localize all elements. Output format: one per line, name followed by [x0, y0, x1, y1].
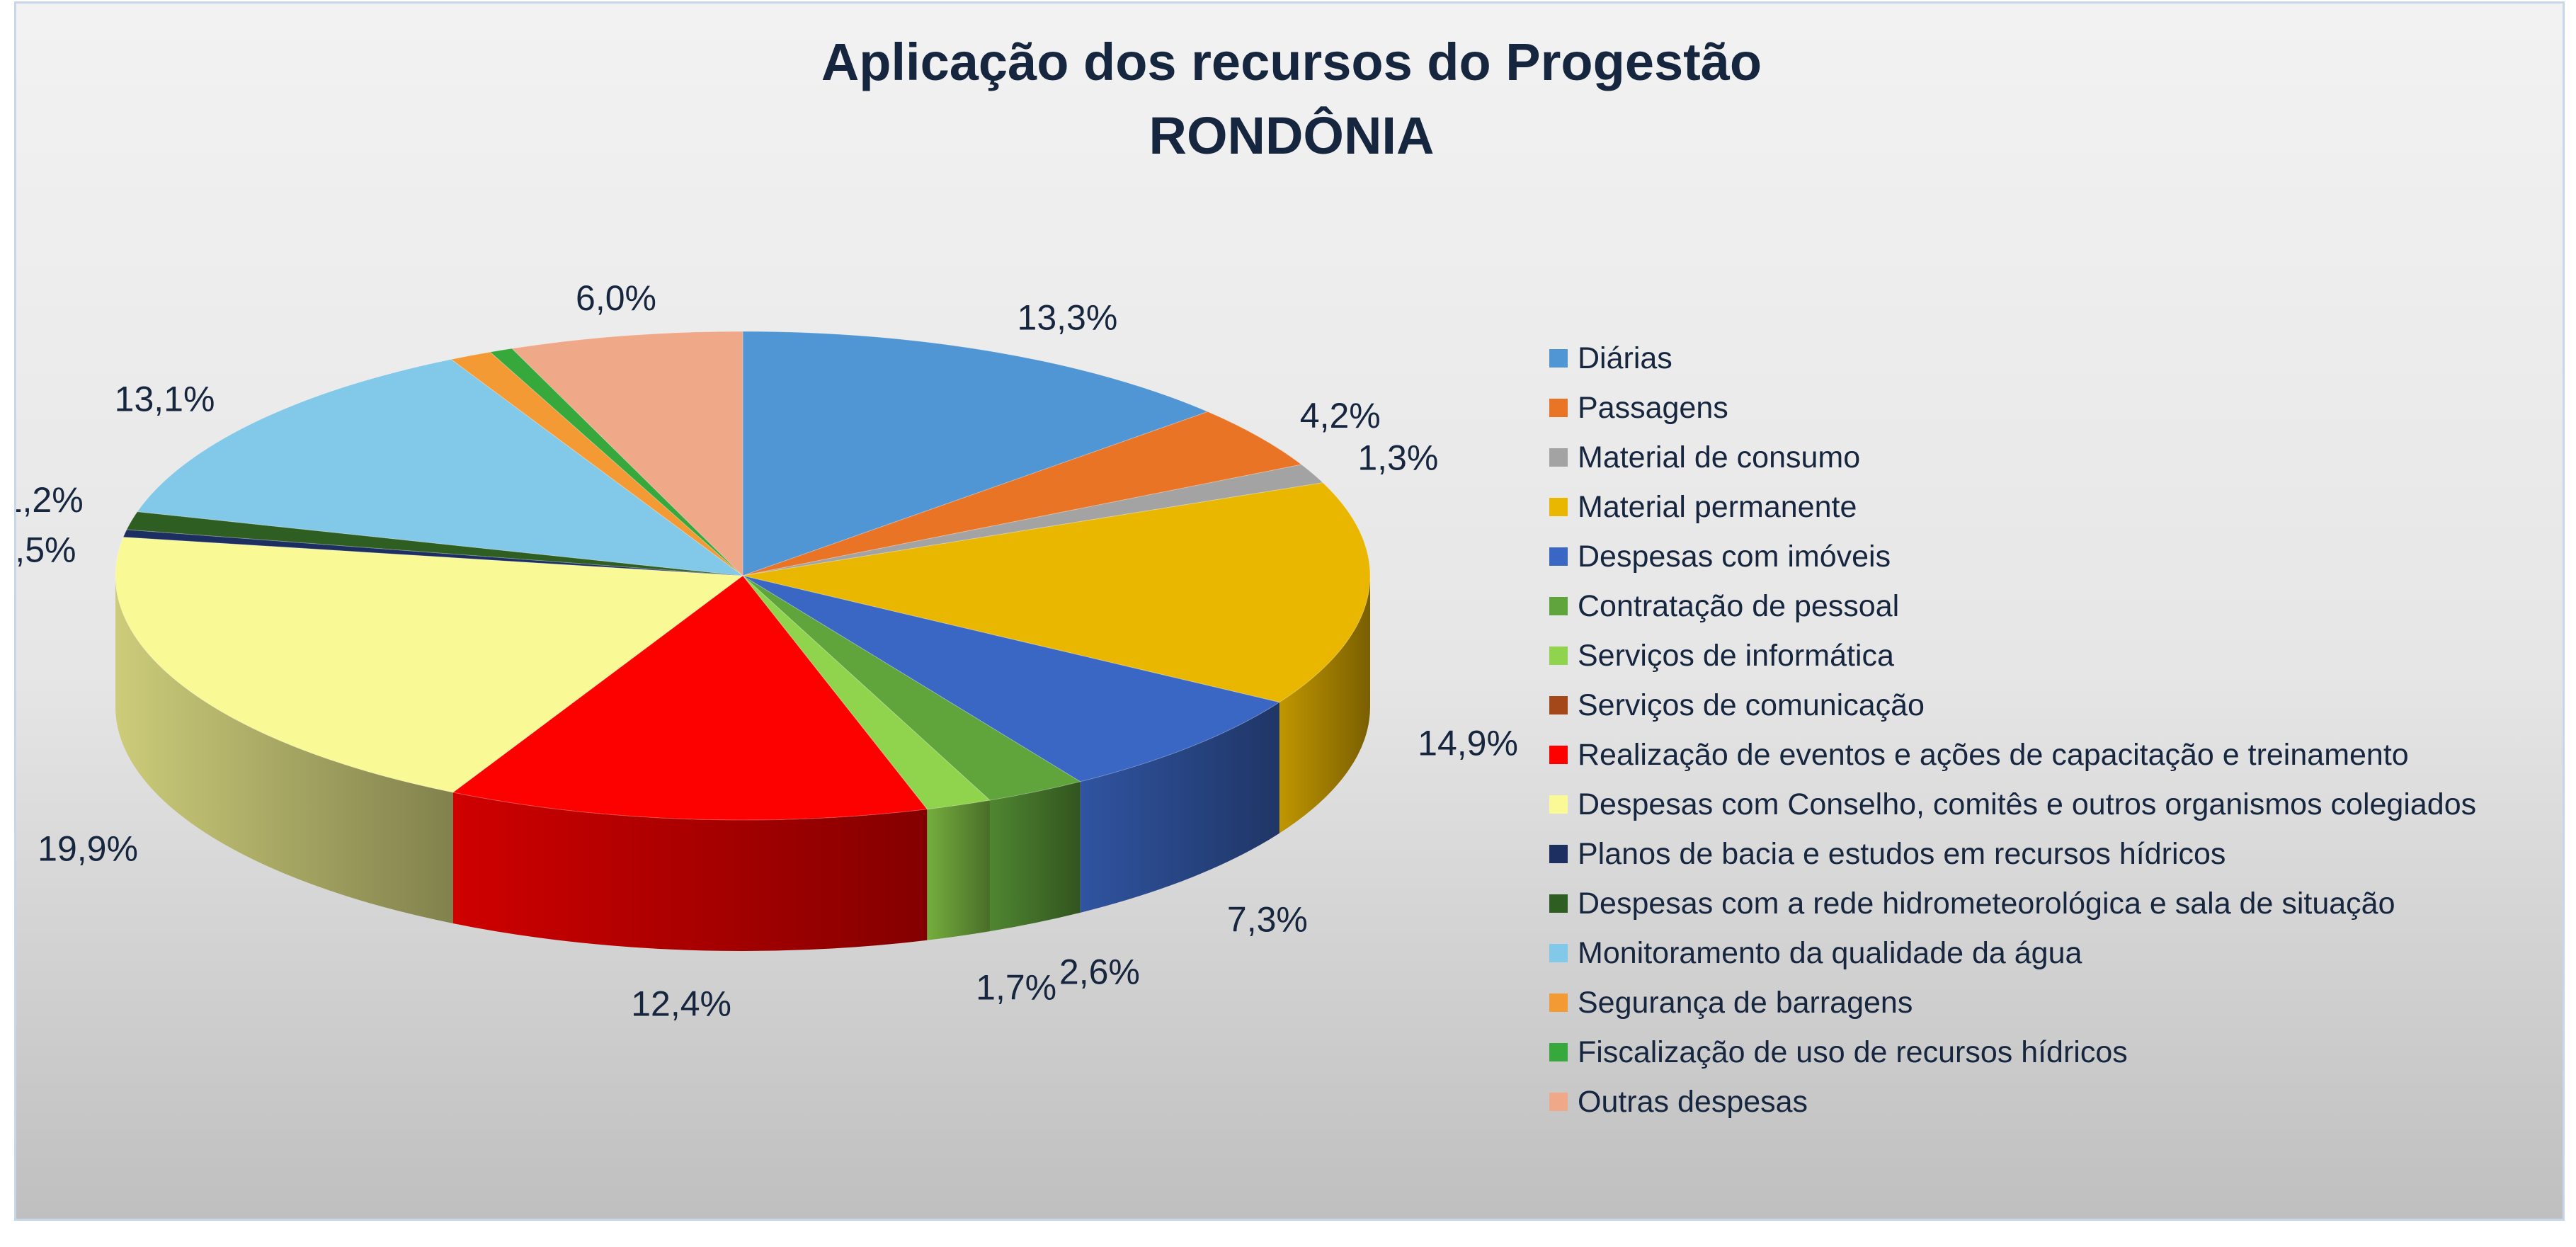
legend-item: Segurança de barragens	[1549, 978, 2476, 1027]
chart-title: Aplicação dos recursos do Progestão	[821, 33, 1762, 91]
legend-label: Serviços de comunicação	[1578, 688, 1925, 722]
pie-side-walls	[115, 576, 1370, 951]
legend-swatch	[1549, 597, 1568, 615]
data-label-15: 6,0%	[576, 278, 656, 318]
pie-slice-14	[489, 348, 743, 576]
pie-slice-0	[742, 331, 1209, 576]
data-label-9: 19,9%	[38, 829, 138, 869]
legend-item: Diárias	[1549, 334, 2476, 383]
pie-side-8	[452, 792, 928, 951]
legend-swatch	[1549, 399, 1568, 417]
legend-swatch	[1549, 1093, 1568, 1111]
data-labels: 13,3% 4,2%1,3% 14,9% 7,3% 2,6%1,7% 12,4% 19,9%…	[16, 278, 1518, 1023]
data-label-2: 1,3%	[1357, 438, 1438, 478]
legend-label: Fiscalização de uso de recursos hídricos	[1578, 1035, 2128, 1069]
legend-label: Material de consumo	[1578, 440, 1861, 474]
legend-label: Despesas com imóveis	[1578, 540, 1891, 574]
pie-slice-1	[742, 411, 1303, 576]
pie-side-6	[927, 800, 990, 940]
legend-label: Passagens	[1578, 391, 1728, 425]
pie-slice-2	[742, 464, 1324, 576]
data-label-1: 4,2%	[1300, 396, 1381, 435]
pie-slice-8	[452, 575, 928, 821]
legend-label: Despesas com Conselho, comitês e outros …	[1578, 787, 2477, 821]
data-label-5: 2,6%	[1059, 952, 1140, 992]
legend-item: Despesas com Conselho, comitês e outros …	[1549, 780, 2476, 829]
pie-slice-11	[126, 511, 743, 576]
legend-item: Contratação de pessoal	[1549, 581, 2476, 631]
data-label-12: 13,1%	[115, 380, 215, 419]
pie-slice-9	[115, 537, 744, 793]
data-label-6: 1,7%	[976, 968, 1056, 1008]
pie-slice-5	[742, 575, 1081, 801]
chart-area: 13,3% 4,2% 1,3% 14,9% 7,3% 2,6% 1,7% 12,4% 19,9%…	[14, 1, 2565, 1221]
legend-swatch	[1549, 349, 1568, 368]
data-label-8: 12,4%	[631, 984, 731, 1023]
legend-item: Monitoramento da qualidade da água	[1549, 928, 2476, 978]
pie-slice-4	[742, 575, 1281, 782]
legend-item: Serviços de informática	[1549, 631, 2476, 681]
legend-swatch	[1549, 547, 1568, 566]
legend-swatch	[1549, 647, 1568, 665]
pie-slice-10	[122, 529, 743, 576]
data-label-0: 13,3%	[1018, 297, 1118, 337]
legend-label: Outras despesas	[1578, 1085, 1808, 1119]
chart-legend: Diárias Passagens Material de consumo Mater…	[1549, 334, 2476, 1127]
pie-side-3	[1279, 576, 1370, 833]
legend-swatch	[1549, 894, 1568, 913]
legend-item: Serviços de comunicação	[1549, 681, 2476, 730]
legend-label: Diárias	[1578, 341, 1672, 375]
legend-item: Planos de bacia e estudos em recursos hí…	[1549, 829, 2476, 879]
legend-label: Material permanente	[1578, 490, 1857, 524]
legend-label: Segurança de barragens	[1578, 986, 1913, 1020]
data-label-3: 14,9%	[1418, 724, 1518, 763]
pie-chart: 13,3% 4,2%1,3% 14,9% 7,3% 2,6%1,7% 12,4% 19,9%…	[16, 278, 1518, 1023]
legend-swatch	[1549, 498, 1568, 516]
pie-side-9	[115, 576, 453, 923]
legend-item: Material permanente	[1549, 482, 2476, 532]
legend-item: Material de consumo	[1549, 433, 2476, 482]
legend-item: Despesas com a rede hidrometeorológica e…	[1549, 879, 2476, 928]
pie-slice-13	[450, 351, 743, 576]
legend-item: Outras despesas	[1549, 1077, 2476, 1127]
data-label-4: 7,3%	[1227, 899, 1308, 939]
legend-swatch	[1549, 993, 1568, 1012]
legend-label: Contratação de pessoal	[1578, 589, 1900, 623]
legend-swatch	[1549, 448, 1568, 467]
pie-slice-6	[742, 575, 991, 810]
legend-item: Realização de eventos e ações de capacit…	[1549, 730, 2476, 780]
pie-slice-12	[137, 358, 744, 576]
data-label-11: 1,2%	[16, 480, 84, 520]
pie-side-4	[1080, 702, 1280, 913]
legend-label: Monitoramento da qualidade da água	[1578, 936, 2082, 970]
data-label-10: 0,5%	[16, 530, 76, 570]
chart-subtitle: RONDÔNIA	[1149, 106, 1435, 165]
pie-slice-15	[511, 331, 743, 577]
pie-side-5	[989, 781, 1081, 932]
legend-swatch	[1549, 795, 1568, 814]
pie-slice-3	[742, 482, 1371, 703]
legend-item: Passagens	[1549, 383, 2476, 433]
legend-label: Realização de eventos e ações de capacit…	[1578, 738, 2409, 772]
legend-item: Despesas com imóveis	[1549, 532, 2476, 581]
legend-label: Serviços de informática	[1578, 639, 1894, 673]
legend-swatch	[1549, 845, 1568, 863]
legend-swatch	[1549, 746, 1568, 764]
legend-item: Fiscalização de uso de recursos hídricos	[1549, 1027, 2476, 1077]
legend-label: Planos de bacia e estudos em recursos hí…	[1578, 837, 2226, 871]
pie-top-faces	[115, 331, 1371, 821]
legend-label: Despesas com a rede hidrometeorológica e…	[1578, 887, 2395, 921]
legend-swatch	[1549, 696, 1568, 714]
legend-swatch	[1549, 944, 1568, 962]
legend-swatch	[1549, 1043, 1568, 1061]
